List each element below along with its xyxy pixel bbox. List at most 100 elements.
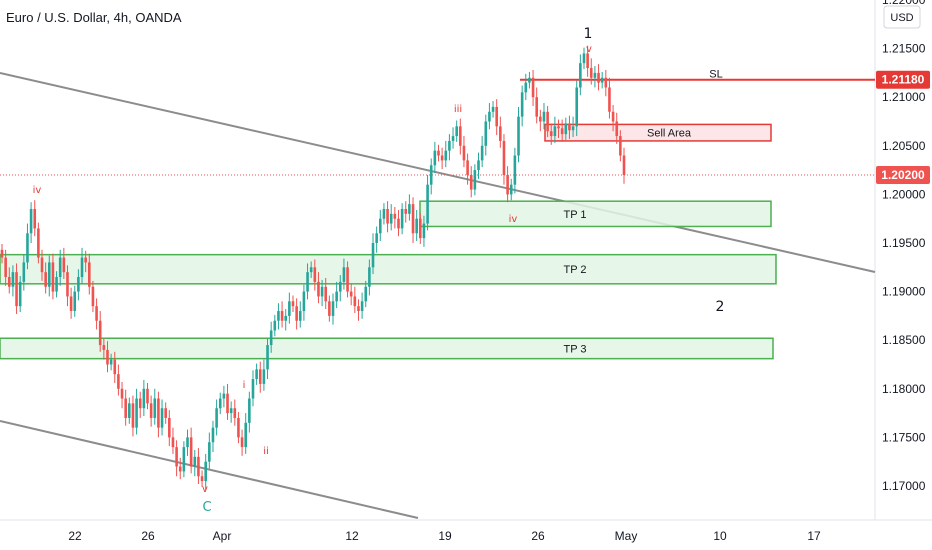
wave-label: C (202, 500, 211, 515)
candle-body (539, 116, 542, 122)
candle-body (186, 437, 189, 448)
candle-body (357, 306, 360, 312)
levels[interactable]: SL (0, 69, 875, 176)
candle-body (589, 68, 593, 78)
candle-body (168, 417, 171, 438)
candle-body (549, 131, 553, 137)
candle-body (509, 184, 513, 195)
price-marker (876, 70, 930, 89)
price-marker-label: 1.21180 (882, 73, 925, 87)
candle-body (240, 437, 244, 448)
candle-body (182, 447, 186, 472)
candle-body (313, 267, 317, 282)
candle-body (102, 345, 106, 350)
candle-body (113, 359, 117, 375)
price-tick-label: 1.19000 (882, 285, 926, 299)
wave-label: v (202, 484, 208, 495)
candle-body (258, 369, 262, 384)
upper-channel-line[interactable] (0, 72, 876, 273)
candle-body (495, 106, 498, 127)
candle-body (506, 174, 509, 195)
wave-label: iv (509, 214, 518, 225)
zone-label: TP 1 (563, 209, 586, 221)
zones[interactable]: Sell Area TP 1 TP 2 TP 3 (0, 123, 777, 360)
candle-body (342, 267, 346, 282)
wave-label: v (586, 44, 592, 55)
candle-body (440, 155, 444, 161)
time-axis[interactable]: 22 26 Apr 12 19 26 May 10 17 (68, 529, 821, 543)
candle-body (451, 136, 455, 141)
price-tick-label: 1.21000 (882, 90, 926, 104)
candle-body (18, 281, 22, 307)
candle-body (153, 398, 157, 418)
candle-body (397, 218, 400, 229)
candle-body (353, 296, 357, 307)
time-tick-label: 10 (713, 529, 727, 543)
zone-box[interactable] (0, 253, 777, 285)
candle-body (604, 77, 608, 88)
candle-body (175, 447, 178, 467)
candle-body (484, 121, 488, 146)
candle-body (524, 82, 528, 93)
candle-body (528, 77, 531, 83)
zone-box[interactable] (0, 337, 774, 360)
sl-label: SL (709, 69, 722, 81)
candle-body (142, 388, 146, 409)
currency-badge[interactable] (883, 5, 921, 29)
candle-body (164, 408, 167, 418)
candle-body (571, 126, 575, 131)
candle-body (251, 379, 255, 399)
candle-body (215, 408, 218, 428)
candle-body (120, 388, 124, 399)
candle-body (568, 123, 571, 131)
lower-channel-line[interactable] (0, 420, 419, 519)
candle-body (135, 398, 138, 428)
candle-body (422, 223, 426, 239)
candle-body (560, 128, 564, 135)
candle-body (37, 228, 40, 258)
price-tick-label: 1.17000 (882, 479, 926, 493)
candle-body (58, 257, 62, 278)
candle-body (306, 272, 309, 292)
candle-body (218, 398, 222, 409)
candle-body (69, 296, 73, 312)
candle-body (513, 155, 517, 185)
candle-body (291, 301, 295, 307)
candle-body (44, 272, 47, 287)
price-tick-label: 1.17500 (882, 430, 926, 444)
candle-body (615, 121, 619, 137)
candle-body (22, 262, 26, 282)
candle-body (149, 403, 153, 418)
candle-body (320, 286, 324, 297)
price-tick-label: 1.18000 (882, 382, 926, 396)
candle-body (204, 461, 207, 482)
candle-body (200, 476, 204, 482)
candle-body (222, 393, 226, 399)
chart-title: Euro / U.S. Dollar, 4h, OANDA (6, 10, 182, 25)
zone-box[interactable] (419, 200, 772, 228)
zone-box[interactable] (544, 123, 772, 142)
candle-body (295, 306, 298, 321)
candle-body (386, 208, 389, 224)
wave-label: iv (33, 185, 42, 196)
candle-body (575, 87, 579, 127)
candle-body (564, 123, 568, 135)
candle-body (66, 272, 69, 297)
wave-label: 1 (584, 26, 593, 42)
candle-body (248, 398, 251, 423)
candle-body (80, 257, 84, 278)
candle-body (128, 403, 131, 418)
candle-body (11, 272, 15, 287)
candle-body (73, 291, 77, 312)
candle-body (124, 398, 127, 418)
candle-body (462, 145, 466, 161)
candle-body (47, 262, 51, 287)
time-tick-label: 17 (807, 529, 821, 543)
wave-label: i (243, 380, 246, 391)
candle-body (178, 466, 182, 472)
candle-body (244, 422, 248, 448)
trendlines[interactable] (0, 72, 876, 519)
price-axis[interactable]: 1.22000 1.21500 1.21000 1.20500 1.20000 1.195… (882, 0, 926, 493)
candle-body (157, 398, 160, 428)
